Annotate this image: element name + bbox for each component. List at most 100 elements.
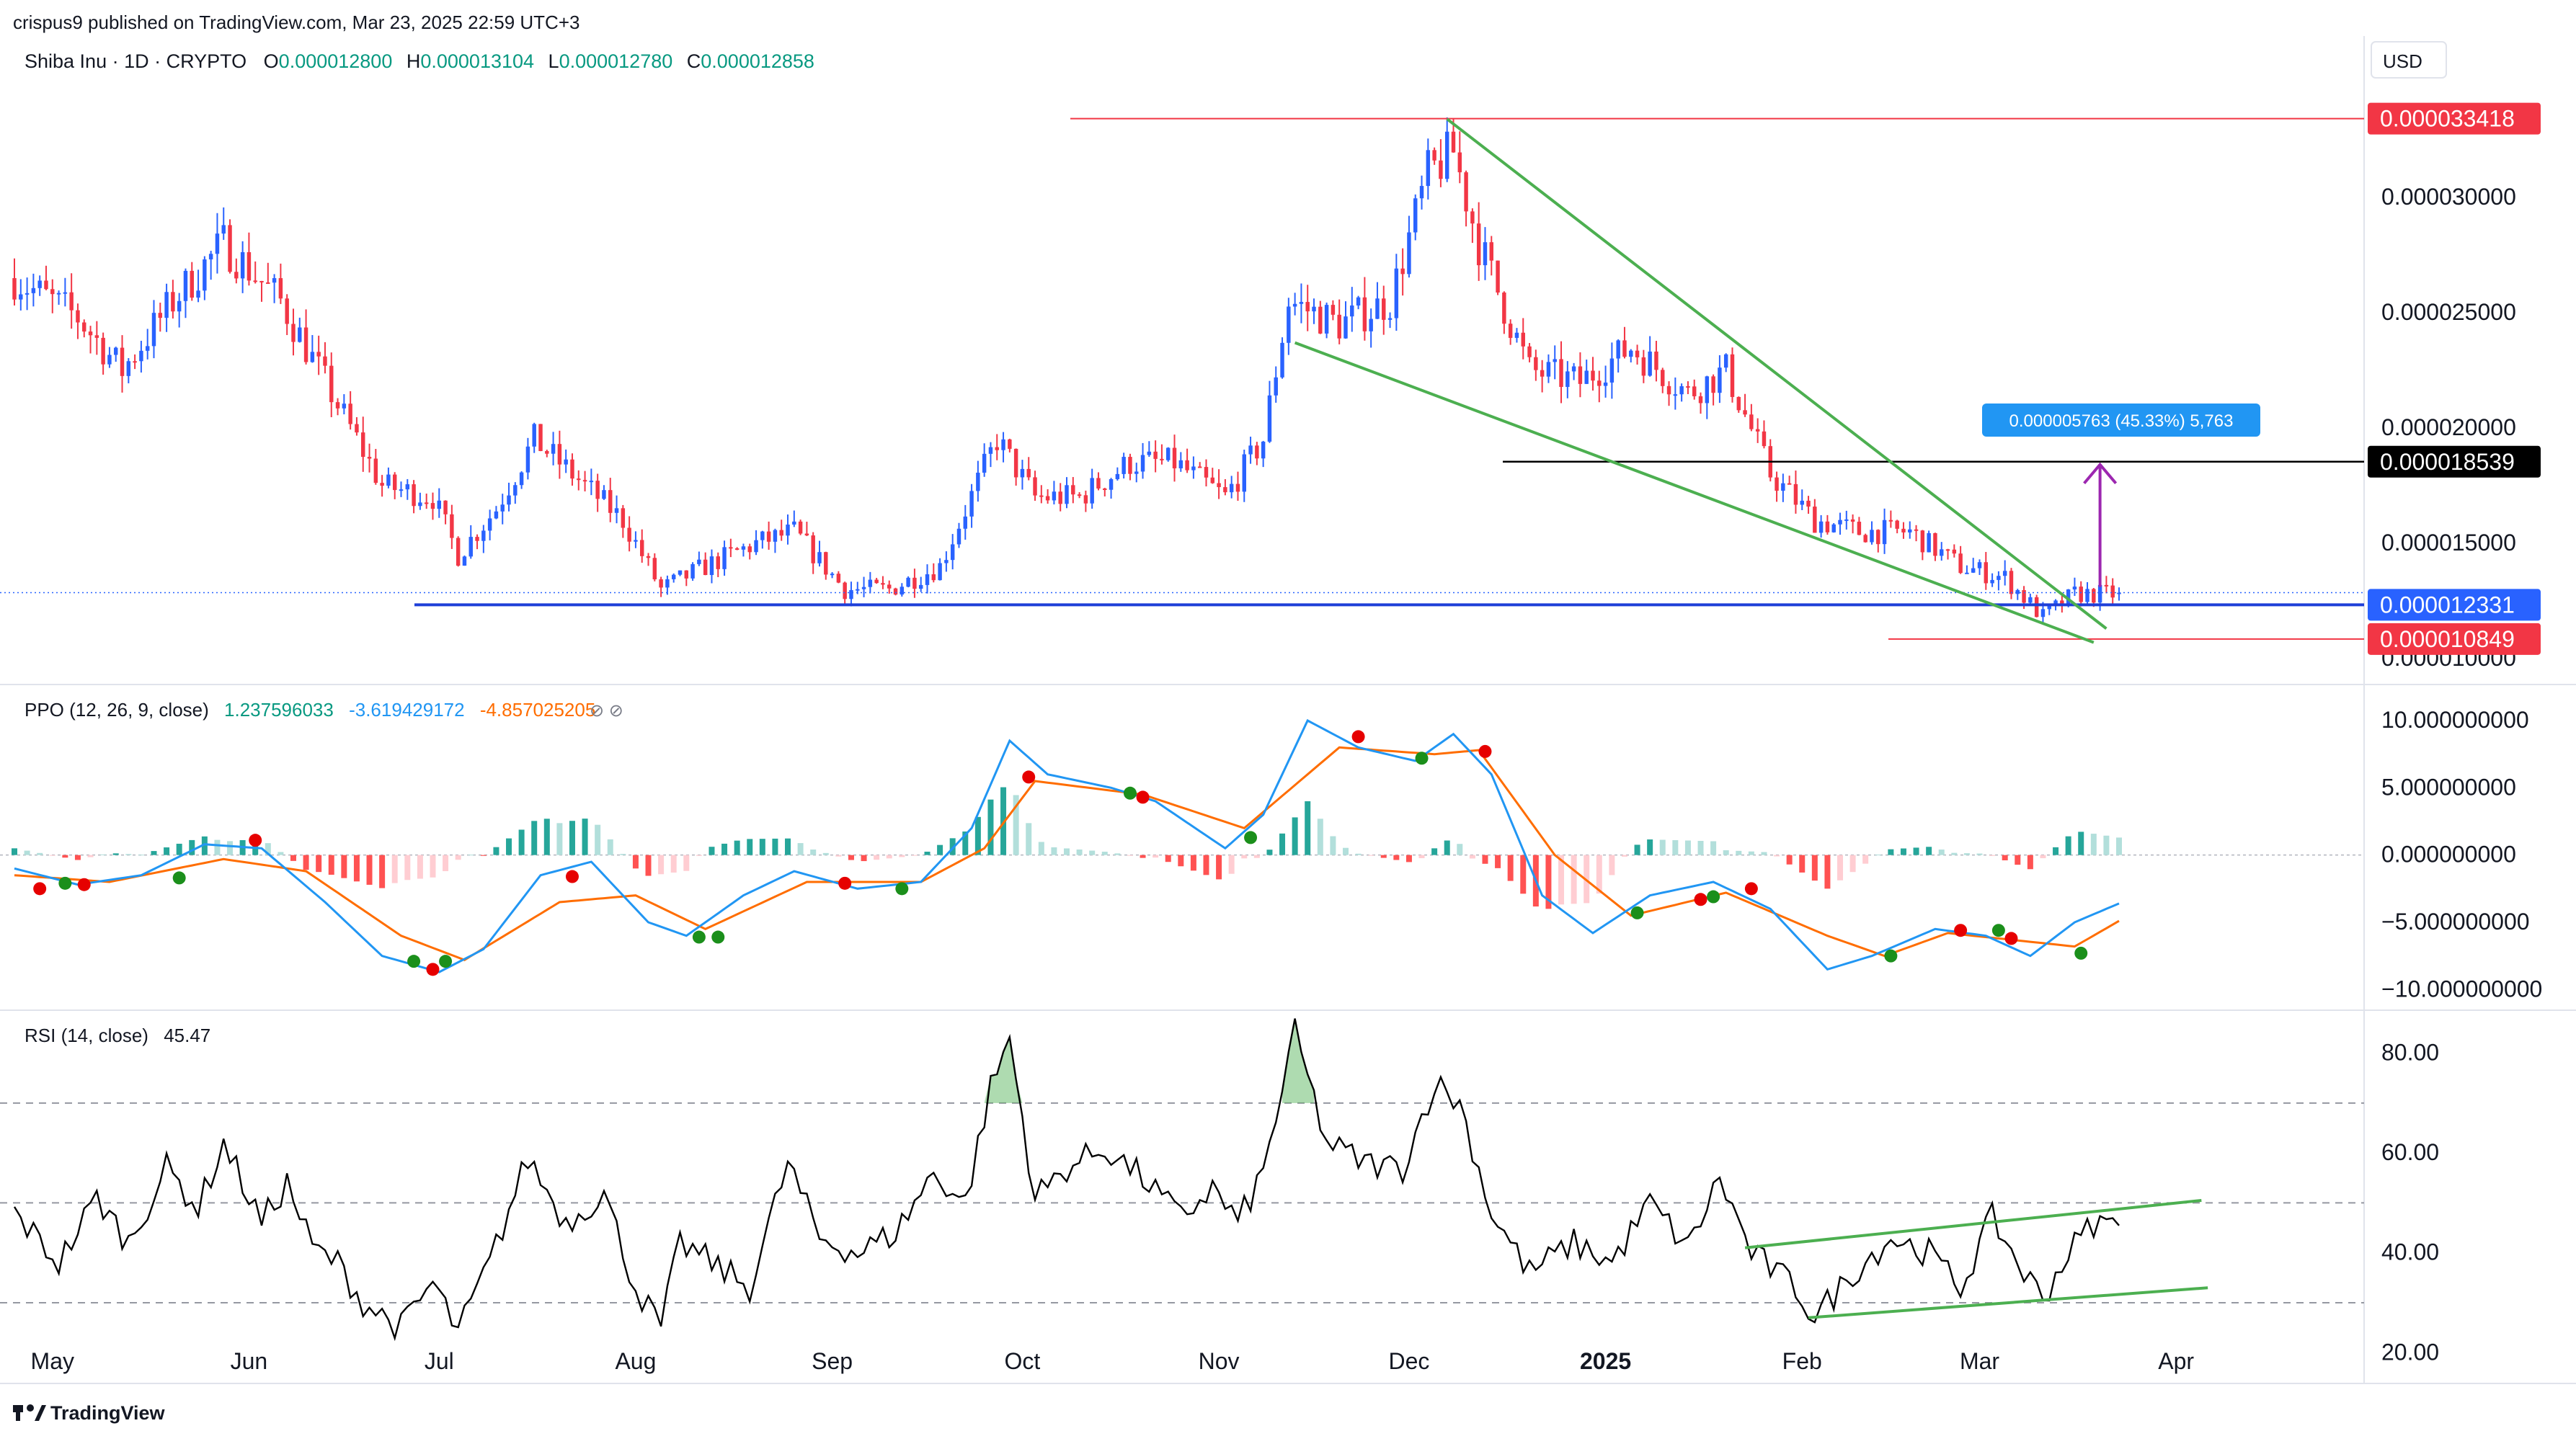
symbol-name: Shiba Inu · 1D · CRYPTO [25,50,247,72]
ppo-hist-value: 1.237596033 [224,699,334,721]
wedge-upper-line[interactable] [1446,117,2108,630]
ppo-histogram-bar [797,843,804,855]
candle-body [564,459,568,465]
tradingview-logo[interactable]: TradingView [13,1402,166,1424]
candle-body [856,589,860,591]
ppo-histogram-bar [2065,836,2071,855]
candle-body [709,556,714,576]
candle-body [113,347,118,355]
price-badge-support[interactable] [2368,623,2541,655]
ppo-histogram-bar [848,855,854,860]
rsi-divergence-line[interactable] [1744,1198,2202,1249]
candle-body [285,298,289,324]
candle-body [874,579,879,584]
candle-body [830,574,835,576]
candle-body [1661,370,1665,386]
ppo-histogram-bar [1811,855,1818,881]
price-badge-current[interactable] [2368,589,2541,621]
candle-body [1895,520,1899,529]
ppo-bullish-cross-marker [895,882,909,896]
rsi-axis-tick: 40.00 [2381,1239,2439,1265]
ppo-hidden-icon[interactable]: ⊘ ⊘ [590,701,623,721]
ppo-histogram-bar [1495,855,1501,868]
price-badge-target[interactable] [2368,445,2541,478]
ppo-histogram-bar [265,843,271,855]
ppo-histogram-bar [1976,853,1983,855]
candle-body [931,574,936,581]
candle-body [804,533,809,536]
ppo-histogram-bar [1342,847,1349,855]
rsi-line [13,1018,2120,1342]
ppo-histogram-bar [1203,855,1209,875]
candle-body [1920,530,1925,553]
ppo-histogram-bar [1266,850,1273,855]
ppo-histogram-bar [1837,855,1844,881]
candle-body [1870,530,1874,543]
candle-body [995,447,999,450]
ppo-histogram-bar [328,855,334,875]
candle-body [1825,521,1830,532]
ppo-histogram-bar [1292,817,1298,855]
candle-body [754,540,758,553]
ppo-histogram-bar [316,855,322,873]
ppo-histogram-bar [1431,848,1438,855]
candle-body [1413,198,1418,233]
ppo-histogram-bar [290,855,296,861]
candle-body [557,444,562,465]
ppo-bullish-cross-marker [172,871,186,885]
candle-body [627,527,631,542]
candle-body [88,331,93,336]
candle-body [1521,332,1525,347]
ppo-histogram-bar [1571,855,1577,904]
candle-body [963,516,968,529]
time-axis-tick: Aug [615,1348,656,1374]
candle-body [1997,576,2001,580]
ppo-histogram-bar [747,839,753,855]
candle-body [1952,549,1957,554]
candle-body [468,537,473,557]
ppo-histogram-bar [1659,839,1666,855]
candle-body [982,453,987,473]
currency-button[interactable] [2371,41,2447,79]
candle-body [2034,597,2039,618]
candle-body [519,472,524,486]
measure-label-box[interactable] [1982,404,2260,437]
candle-body [31,287,36,293]
candle-body [380,483,384,486]
ppo-histogram-bar [2002,855,2008,860]
candle-body [900,587,905,595]
ppo-histogram-bar [391,855,398,883]
candle-body [1901,528,1906,532]
candle-body [2028,597,2033,603]
candle-body [291,324,296,342]
candle-body [481,530,486,541]
rsi-divergence-line[interactable] [1808,1286,2208,1319]
candle-body [139,350,143,362]
candle-body [386,474,391,486]
candle-body [203,259,207,291]
candle-body [133,361,137,363]
ppo-histogram-bar [899,855,905,857]
candle-body [1140,455,1145,472]
candle-body [1185,460,1189,471]
candle-body [1977,562,1982,569]
candle-body [1134,471,1139,474]
candle-body [316,352,321,357]
ppo-histogram-bar [1444,840,1450,855]
candle-body [1071,485,1075,495]
price-axis-tick: 0.000030000 [2381,184,2516,210]
ppo-histogram-bar [303,855,309,870]
candle-body [1261,441,1266,459]
ppo-bullish-cross-marker [1707,890,1720,904]
candle-body [335,402,340,409]
candle-body [1407,232,1411,275]
candle-body [1553,359,1557,362]
ppo-bullish-cross-marker [58,876,72,890]
candle-body [1940,549,1944,556]
wedge-lower-line[interactable] [1294,341,2095,644]
time-axis-tick: Nov [1199,1348,1240,1374]
candle-body [171,292,175,312]
price-badge-top_resistance[interactable] [2368,102,2541,135]
ppo-histogram-bar [1748,851,1754,855]
